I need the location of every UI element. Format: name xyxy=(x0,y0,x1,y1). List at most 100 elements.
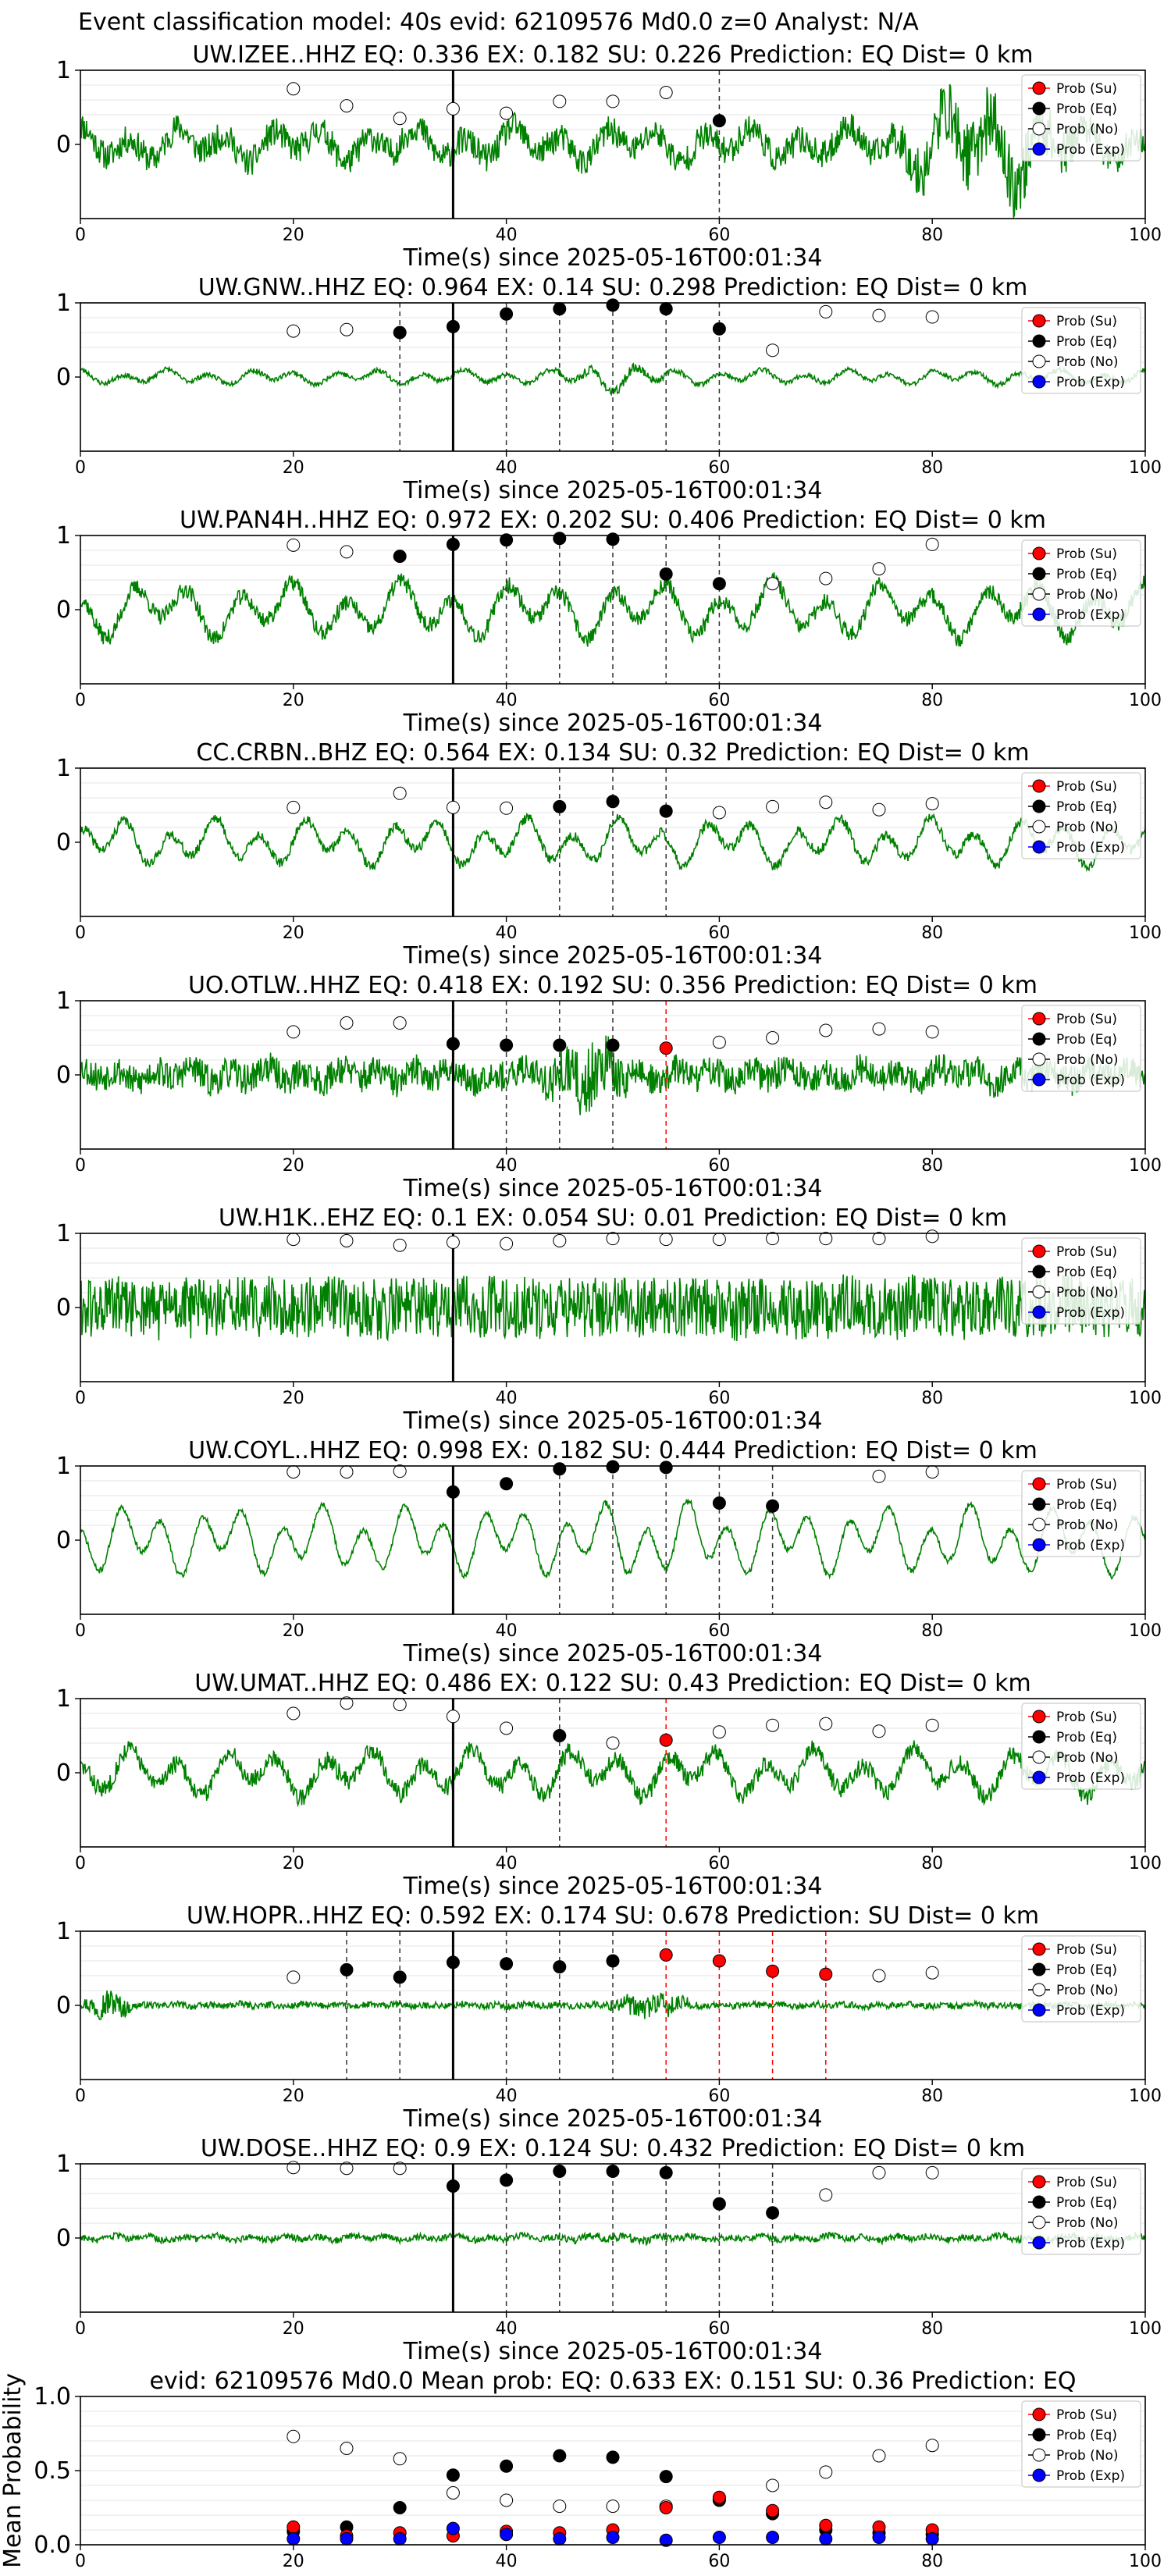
prob-marker-no xyxy=(340,1465,354,1479)
legend-label-su: Prob (Su) xyxy=(1056,314,1117,329)
y-tick-label: 0 xyxy=(56,1527,71,1554)
x-tick-label: 40 xyxy=(496,2552,518,2571)
y-tick-label: 0 xyxy=(56,364,71,391)
x-axis-label: Time(s) since 2025-05-16T00:01:34 xyxy=(403,244,823,272)
y-tick-label: 0 xyxy=(56,2225,71,2252)
prob-marker-no xyxy=(340,1234,354,1247)
panel-1: UW.IZEE..HHZ EQ: 0.336 EX: 0.182 SU: 0.2… xyxy=(56,41,1162,272)
prob-marker-no xyxy=(606,1736,620,1750)
mean-marker-exp xyxy=(287,2532,301,2546)
panel-title: UW.GNW..HHZ EQ: 0.964 EX: 0.14 SU: 0.298… xyxy=(198,274,1028,301)
legend-marker-eq xyxy=(1032,799,1046,813)
prob-marker-no xyxy=(872,1969,886,1983)
prob-marker-no xyxy=(712,1725,726,1739)
prob-marker-no xyxy=(925,1465,939,1479)
panel-9: UW.HOPR..HHZ EQ: 0.592 EX: 0.174 SU: 0.6… xyxy=(56,1902,1162,2133)
mean-marker-exp xyxy=(606,2531,620,2544)
legend-marker-su xyxy=(1032,779,1046,793)
prob-marker-no xyxy=(393,1016,407,1030)
panel-title: UW.H1K..EHZ EQ: 0.1 EX: 0.054 SU: 0.01 P… xyxy=(219,1204,1007,1232)
panel-6: UW.H1K..EHZ EQ: 0.1 EX: 0.054 SU: 0.01 P… xyxy=(56,1204,1162,1435)
x-tick-label: 80 xyxy=(921,923,943,943)
legend-marker-eq xyxy=(1032,567,1046,581)
legend-marker-exp xyxy=(1032,2468,1046,2482)
prob-marker-eq xyxy=(712,2197,726,2211)
x-tick-label: 60 xyxy=(708,458,730,478)
mean-marker-no xyxy=(819,2465,833,2479)
legend-marker-su xyxy=(1032,1710,1046,1724)
legend-marker-exp xyxy=(1032,2003,1046,2017)
legend-label-su: Prob (Su) xyxy=(1056,1244,1117,1260)
prob-marker-no xyxy=(766,799,780,813)
x-tick-label: 80 xyxy=(921,2319,943,2339)
x-tick-label: 60 xyxy=(708,2319,730,2339)
legend-marker-no xyxy=(1032,1517,1046,1532)
prob-marker-no xyxy=(340,545,354,559)
prob-marker-no xyxy=(287,1706,301,1720)
legend-label-no: Prob (No) xyxy=(1056,2215,1119,2231)
prob-marker-no xyxy=(393,1698,407,1712)
x-tick-label: 80 xyxy=(921,226,943,245)
x-tick-label: 20 xyxy=(283,458,304,478)
x-tick-label: 20 xyxy=(283,2087,304,2106)
prob-marker-no xyxy=(393,1464,407,1478)
legend-label-eq: Prob (Eq) xyxy=(1056,1730,1117,1745)
legend-marker-exp xyxy=(1032,1538,1046,1552)
prob-marker-eq xyxy=(446,319,460,333)
legend-box xyxy=(1021,307,1141,394)
legend-marker-su xyxy=(1032,2175,1046,2189)
legend-marker-eq xyxy=(1032,1497,1046,1511)
prob-marker-eq xyxy=(766,1499,780,1513)
legend-label-exp: Prob (Exp) xyxy=(1056,142,1125,158)
y-tick-label: 0.0 xyxy=(34,2532,71,2559)
y-tick-label: 1 xyxy=(56,522,71,550)
x-tick-label: 0 xyxy=(75,458,86,478)
prob-marker-no xyxy=(393,1238,407,1252)
legend-label-eq: Prob (Eq) xyxy=(1056,1032,1117,1048)
legend-label-exp: Prob (Exp) xyxy=(1056,2236,1125,2251)
legend-marker-exp xyxy=(1032,1770,1046,1784)
waveform-trace xyxy=(80,362,1146,397)
x-tick-label: 0 xyxy=(75,1621,86,1641)
prob-marker-no xyxy=(340,322,354,336)
prob-marker-no xyxy=(925,1966,939,1980)
mean-marker-eq xyxy=(446,2468,460,2482)
prob-marker-su xyxy=(712,1954,726,1968)
y-tick-label: 1 xyxy=(56,1685,71,1713)
y-tick-label: 1 xyxy=(56,1918,71,1945)
prob-marker-no xyxy=(819,795,833,809)
legend-label-no: Prob (No) xyxy=(1056,1285,1119,1300)
panel-3: UW.PAN4H..HHZ EQ: 0.972 EX: 0.202 SU: 0.… xyxy=(56,507,1162,737)
mean-marker-su xyxy=(712,2490,726,2504)
legend-marker-eq xyxy=(1032,101,1046,116)
x-tick-label: 20 xyxy=(283,1389,304,1408)
panel-4: CC.CRBN..BHZ EQ: 0.564 EX: 0.134 SU: 0.3… xyxy=(56,739,1162,970)
prob-marker-no xyxy=(287,1465,301,1479)
y-tick-label: 1 xyxy=(56,1220,71,1247)
legend-marker-exp xyxy=(1032,1305,1046,1319)
x-axis-label: Time(s) since 2025-05-16T00:01:34 xyxy=(403,1873,823,1900)
legend-box xyxy=(1021,772,1141,859)
waveform-trace xyxy=(80,812,1146,873)
legend-label-no: Prob (No) xyxy=(1056,354,1119,370)
prob-marker-eq xyxy=(553,532,567,546)
prob-marker-no xyxy=(287,2161,301,2175)
legend-box xyxy=(1021,539,1141,627)
prob-marker-no xyxy=(340,1016,354,1030)
legend-marker-exp xyxy=(1032,142,1046,156)
prob-marker-no xyxy=(553,94,567,109)
y-tick-label: 1 xyxy=(56,755,71,782)
x-axis-label: Time(s) since 2025-05-16T00:01:34 xyxy=(403,1640,823,1667)
mean-marker-exp xyxy=(393,2532,407,2546)
legend-marker-su xyxy=(1032,1012,1046,1026)
panel-8: UW.UMAT..HHZ EQ: 0.486 EX: 0.122 SU: 0.4… xyxy=(56,1670,1162,1900)
legend-marker-exp xyxy=(1032,2236,1046,2250)
legend-box xyxy=(1021,74,1141,162)
x-tick-label: 0 xyxy=(75,691,86,710)
legend-marker-eq xyxy=(1032,2195,1046,2209)
prob-marker-no xyxy=(287,1025,301,1039)
prob-marker-no xyxy=(925,537,939,551)
x-axis-label: Time(s) since 2025-05-16T00:01:34 xyxy=(403,2338,823,2365)
x-tick-label: 80 xyxy=(921,1854,943,1873)
